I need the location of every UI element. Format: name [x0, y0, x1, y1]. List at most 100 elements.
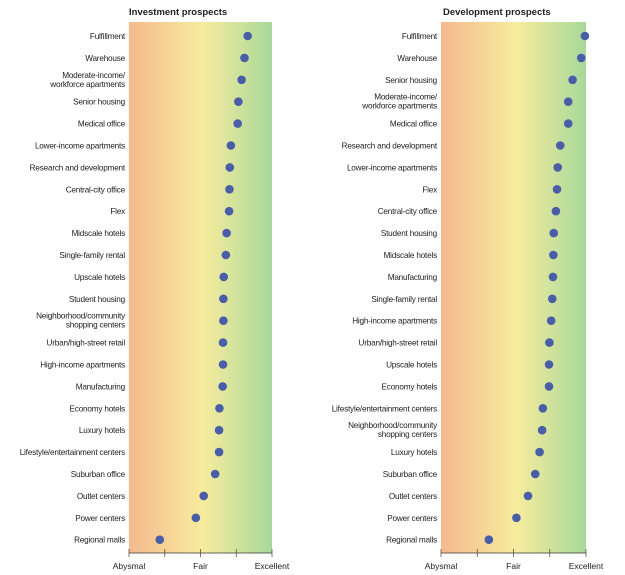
data-point-midscale-hotels — [222, 228, 231, 238]
x-tick-label-fair: Fair — [506, 561, 521, 571]
category-label-lower-income-apartments: Lower-income apartments — [35, 142, 125, 151]
x-tick-label-excellent: Excellent — [255, 561, 290, 571]
data-point-regional-malls — [155, 535, 165, 544]
category-label-outlet-centers: Outlet centers — [389, 492, 437, 501]
category-label-flex: Flex — [422, 185, 437, 194]
chart-title: Investment prospects — [129, 7, 227, 18]
data-point-neighborhood-community-shopping-centers — [219, 316, 228, 326]
data-point-regional-malls — [484, 535, 494, 544]
category-label-upscale-hotels: Upscale hotels — [386, 361, 437, 370]
data-point-upscale-hotels — [544, 360, 554, 369]
category-label-neighborhood-community-shopping-centers: Neighborhood/community shopping centers — [36, 312, 126, 330]
development-prospects-panel: Development prospects Abysmal Fair Excellen… — [332, 7, 604, 571]
data-point-lower-income-apartments — [226, 141, 236, 150]
category-label-high-income-apartments: High-income apartments — [40, 361, 125, 370]
data-point-student-housing — [219, 294, 228, 304]
x-tick-label-excellent: Excellent — [569, 561, 604, 571]
data-point-warehouse — [576, 53, 586, 63]
category-label-single-family-rental: Single-family rental — [59, 251, 125, 260]
category-label-high-income-apartments: High-income apartments — [352, 317, 437, 326]
data-point-medical-office — [233, 119, 242, 128]
data-point-midscale-hotels — [549, 250, 558, 260]
category-label-regional-malls: Regional malls — [386, 536, 437, 545]
category-label-research-and-development: Research and development — [30, 163, 126, 172]
data-point-manufacturing — [548, 272, 558, 282]
category-label-power-centers: Power centers — [387, 514, 437, 523]
data-point-central-city-office — [225, 185, 234, 194]
category-label-economy-hotels: Economy hotels — [70, 404, 126, 413]
category-label-medical-office: Medical office — [78, 120, 126, 129]
category-label-lower-income-apartments: Lower-income apartments — [347, 163, 437, 172]
data-point-upscale-hotels — [219, 272, 229, 282]
category-label-medical-office: Medical office — [390, 120, 438, 129]
category-label-single-family-rental: Single-family rental — [371, 295, 437, 304]
data-point-urban-high-street-retail — [218, 338, 228, 347]
data-point-senior-housing — [234, 97, 243, 106]
category-label-urban-high-street-retail: Urban/high-street retail — [359, 339, 438, 348]
data-point-manufacturing — [218, 382, 227, 391]
data-point-medical-office — [563, 119, 573, 128]
rating-gradient-background — [129, 22, 272, 553]
category-label-regional-malls: Regional malls — [74, 536, 125, 545]
rating-gradient-background — [441, 22, 586, 553]
data-point-neighborhood-community-shopping-centers — [537, 425, 547, 435]
data-point-moderate-income-workforce-apartments — [237, 75, 246, 85]
category-label-flex: Flex — [110, 207, 125, 216]
x-tick-label-fair: Fair — [193, 561, 208, 571]
data-point-urban-high-street-retail — [545, 338, 554, 347]
data-point-economy-hotels — [215, 404, 224, 413]
category-label-midscale-hotels: Midscale hotels — [72, 229, 126, 238]
data-point-fulfillment — [580, 31, 590, 41]
data-point-outlet-centers — [523, 491, 533, 501]
category-label-midscale-hotels: Midscale hotels — [384, 251, 438, 260]
data-point-luxury-hotels — [535, 447, 544, 457]
category-label-research-and-development: Research and development — [342, 142, 438, 151]
x-tick-label-abysmal: Abysmal — [113, 561, 146, 571]
category-label-luxury-hotels: Luxury hotels — [391, 448, 437, 457]
category-label-fulfillment: Fulfillment — [90, 32, 126, 41]
category-label-central-city-office: Central-city office — [66, 185, 126, 194]
data-point-flex — [552, 185, 562, 194]
data-point-research-and-development — [225, 163, 235, 172]
category-label-moderate-income-workforce-apartments: Moderate-income/workforce apartments — [361, 93, 438, 111]
category-label-manufacturing: Manufacturing — [388, 273, 438, 282]
data-point-lifestyle-entertainment-centers — [538, 404, 548, 413]
data-point-research-and-development — [555, 141, 565, 150]
data-point-lifestyle-entertainment-centers — [214, 447, 224, 457]
data-point-student-housing — [549, 228, 559, 238]
category-label-fulfillment: Fulfillment — [402, 32, 438, 41]
data-point-luxury-hotels — [214, 425, 224, 435]
category-label-urban-high-street-retail: Urban/high-street retail — [47, 339, 126, 348]
data-point-high-income-apartments — [218, 360, 228, 369]
chart-title: Development prospects — [443, 7, 551, 18]
category-label-suburban-office: Suburban office — [383, 470, 438, 479]
category-label-luxury-hotels: Luxury hotels — [79, 426, 125, 435]
investment-prospects-panel: Investment prospects Abysmal Fair Excellent… — [20, 7, 290, 571]
data-point-high-income-apartments — [546, 316, 556, 326]
data-point-power-centers — [512, 513, 521, 523]
data-point-central-city-office — [551, 206, 561, 216]
x-tick-label-abysmal: Abysmal — [425, 561, 458, 571]
category-label-student-housing: Student housing — [381, 229, 438, 238]
category-label-lifestyle-entertainment-centers: Lifestyle/entertainment centers — [332, 404, 437, 413]
data-point-suburban-office — [210, 469, 220, 479]
category-label-power-centers: Power centers — [75, 514, 125, 523]
category-label-lifestyle-entertainment-centers: Lifestyle/entertainment centers — [20, 448, 125, 457]
data-point-suburban-office — [530, 469, 540, 479]
data-point-flex — [224, 206, 234, 216]
data-point-warehouse — [240, 53, 249, 63]
data-point-economy-hotels — [544, 382, 554, 391]
category-label-senior-housing: Senior housing — [73, 98, 125, 107]
category-label-warehouse: Warehouse — [85, 54, 125, 63]
data-point-outlet-centers — [199, 491, 209, 501]
category-label-moderate-income-workforce-apartments: Moderate-income/workforce apartments — [49, 71, 126, 89]
data-point-fulfillment — [243, 31, 252, 41]
category-label-central-city-office: Central-city office — [378, 207, 438, 216]
category-label-economy-hotels: Economy hotels — [382, 382, 438, 391]
data-point-power-centers — [191, 513, 201, 523]
data-point-senior-housing — [568, 75, 577, 85]
category-label-warehouse: Warehouse — [397, 54, 437, 63]
data-point-lower-income-apartments — [553, 163, 563, 172]
data-point-single-family-rental — [547, 294, 557, 304]
